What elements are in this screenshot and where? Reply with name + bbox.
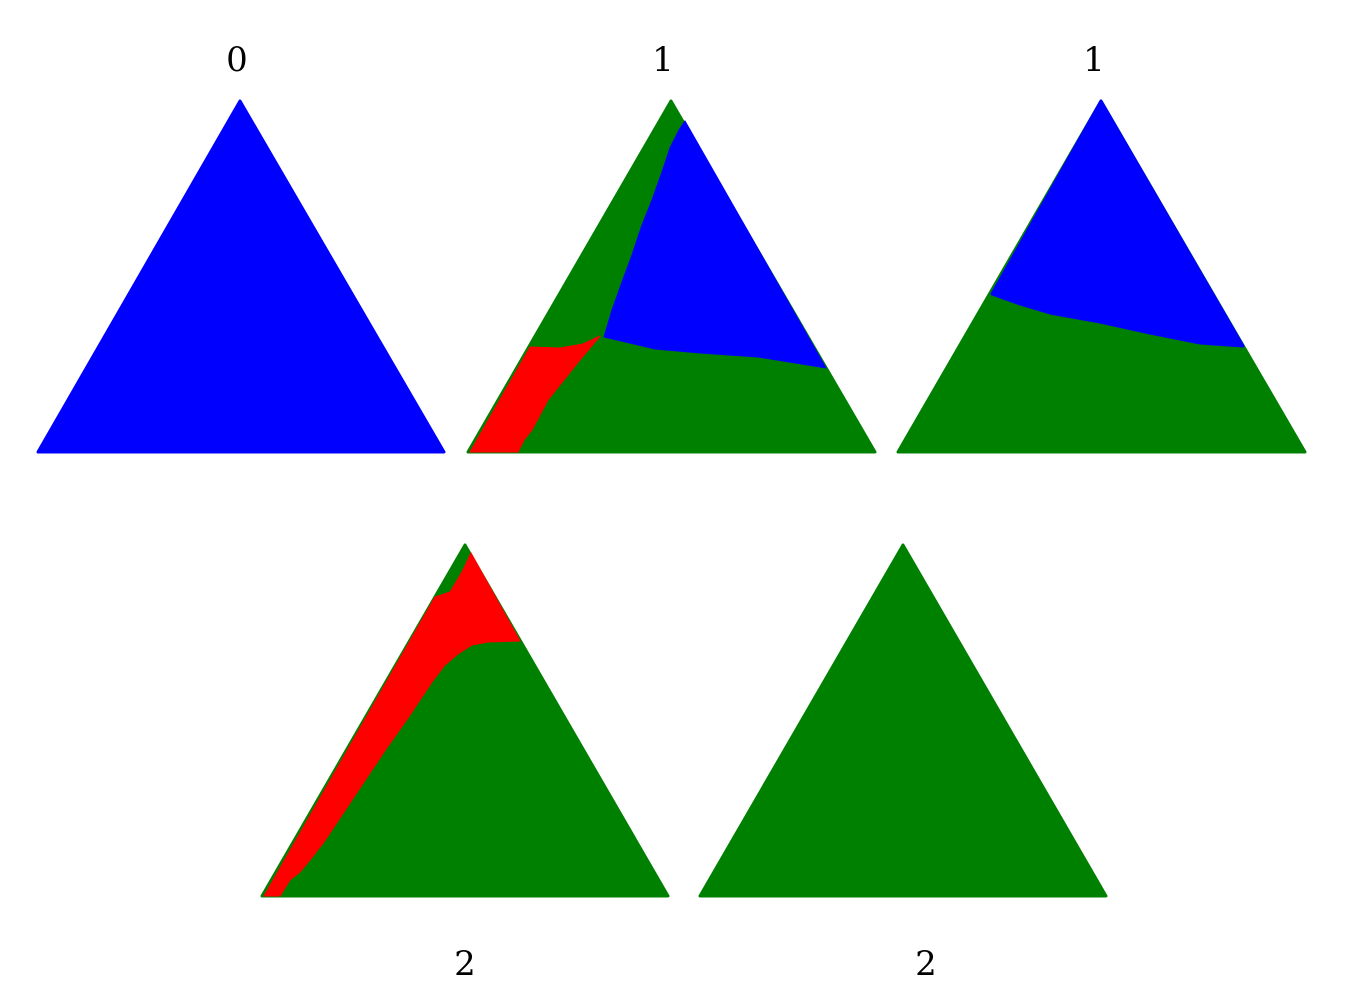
panel-2-region-blue [603,120,827,369]
panel-2-region-red [469,335,601,453]
panel-2: 1 [466,40,877,454]
panel-1: 0 [36,40,446,454]
panel-4-region-green [260,543,670,898]
panel-1-label: 0 [226,40,248,80]
panel-3-region-blue [990,99,1245,348]
panel-4: 2 [260,543,670,984]
panel-5-label: 2 [915,944,937,984]
panel-4-label: 2 [454,944,476,984]
panel-1-region-blue [36,99,446,454]
panel-5-region-green [698,543,1108,898]
panel-3: 1 [896,40,1307,454]
panel-2-label: 1 [652,40,674,80]
panel-3-label: 1 [1083,40,1105,80]
panel-4-region-red [263,551,521,897]
panel-5: 2 [698,543,1108,984]
